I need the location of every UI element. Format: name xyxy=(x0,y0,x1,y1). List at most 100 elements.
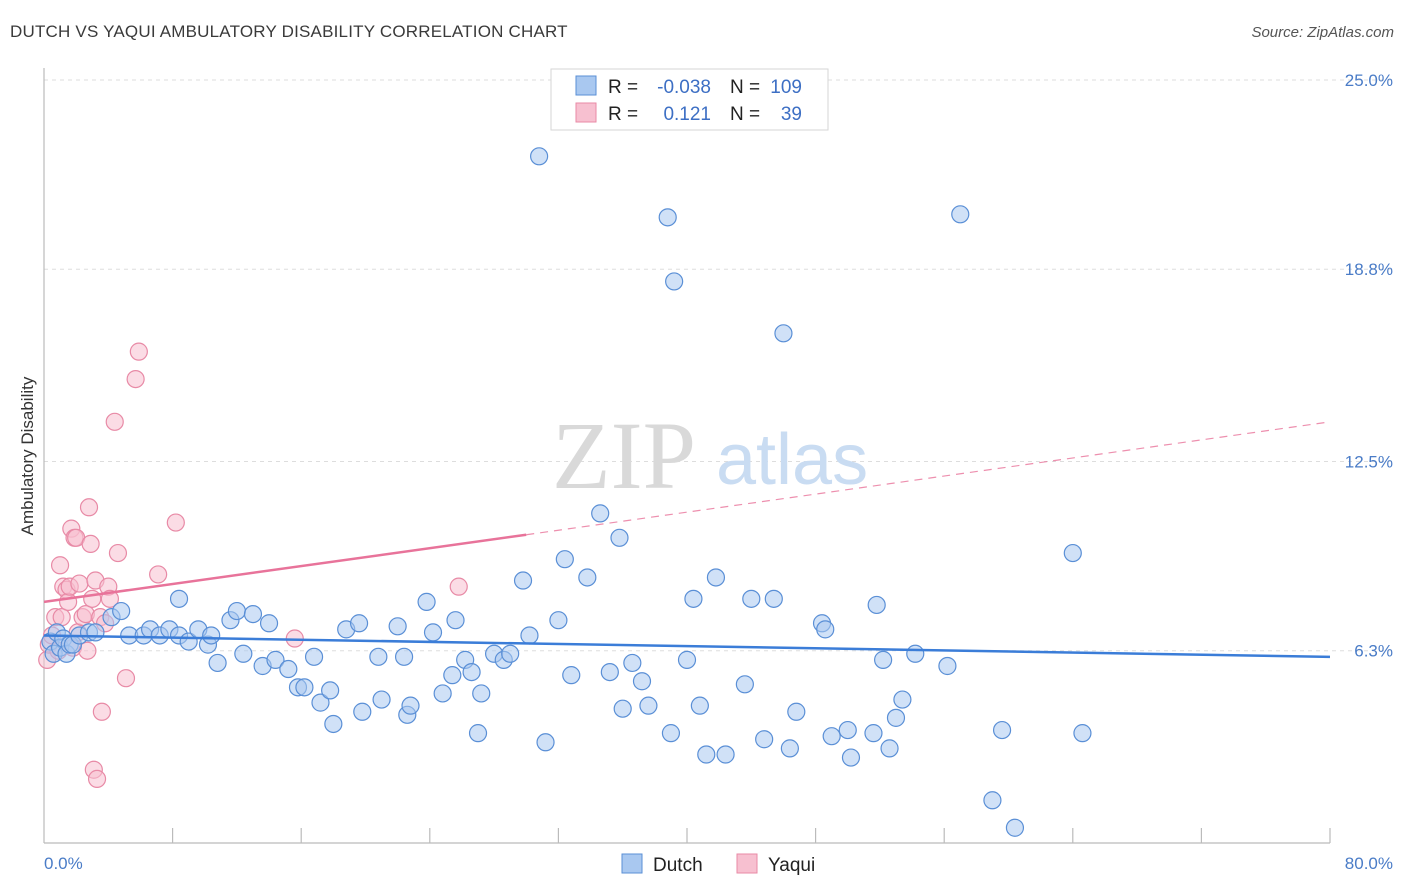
bottom-legend-yaqui-swatch xyxy=(736,853,758,874)
dutch-point xyxy=(227,601,246,621)
y-tick-labels: 6.3% 12.5% 18.8% 25.0% xyxy=(1345,71,1393,661)
dutch-point xyxy=(787,702,806,721)
dutch-point xyxy=(472,684,491,703)
legend-yaqui-n-value: 39 xyxy=(781,104,802,125)
dutch-point xyxy=(632,672,652,691)
bottom-legend-dutch-label: Dutch xyxy=(653,855,703,876)
dutch-point xyxy=(555,550,574,569)
yaqui-point xyxy=(149,565,168,584)
dutch-trend-line xyxy=(43,634,1331,659)
dutch-point xyxy=(841,748,861,767)
dutch-point xyxy=(661,724,681,743)
dutch-point xyxy=(706,568,726,587)
dutch-point xyxy=(501,644,520,663)
dutch-point xyxy=(446,611,465,630)
dutch-point xyxy=(369,647,388,666)
dutch-point xyxy=(401,696,420,715)
dutch-point xyxy=(578,568,597,587)
dutch-point xyxy=(906,644,925,663)
dutch-point xyxy=(780,739,799,758)
dutch-point xyxy=(536,733,555,752)
dutch-point xyxy=(684,589,703,608)
dutch-point xyxy=(259,614,279,633)
dutch-point xyxy=(372,690,391,709)
yaqui-point xyxy=(166,513,185,532)
dutch-point xyxy=(324,714,343,734)
dutch-point xyxy=(417,592,436,611)
x-tick-label-max: 80.0% xyxy=(1345,854,1393,873)
dutch-point xyxy=(1073,724,1092,743)
dutch-point xyxy=(591,504,610,523)
yaqui-point xyxy=(79,498,99,517)
dutch-point xyxy=(462,662,481,682)
dutch-point xyxy=(867,595,886,615)
x-ticks xyxy=(172,828,1331,843)
dutch-point xyxy=(677,650,697,669)
dutch-point xyxy=(234,644,253,663)
dutch-point xyxy=(279,659,298,679)
dutch-point xyxy=(530,147,549,166)
legend-top: R = -0.038 N = 109 R = 0.121 N = 39 xyxy=(550,68,829,131)
dutch-point xyxy=(893,690,912,709)
yaqui-point xyxy=(87,769,107,789)
dutch-point xyxy=(983,791,1002,810)
yaqui-point xyxy=(100,589,120,608)
yaqui-point xyxy=(92,702,111,721)
yaqui-point xyxy=(126,369,145,389)
dutch-point xyxy=(610,528,629,547)
yaqui-point xyxy=(50,556,70,575)
dutch-point xyxy=(443,666,462,685)
yaqui-point xyxy=(116,669,136,688)
legend-yaqui-n-label: N = xyxy=(730,104,760,125)
dutch-point xyxy=(874,650,893,669)
dutch-point xyxy=(1005,818,1025,837)
dutch-point xyxy=(266,650,285,669)
legend-yaqui-r-value: 0.121 xyxy=(663,104,711,125)
dutch-point xyxy=(468,724,488,743)
dutch-point xyxy=(311,693,330,712)
legend-dutch-r-label: R = xyxy=(608,77,638,98)
dutch-point xyxy=(520,626,539,645)
dutch-point xyxy=(774,324,793,343)
source-label: Source: ZipAtlas.com xyxy=(1251,24,1394,41)
dutch-point xyxy=(388,617,407,636)
watermark: ZIP atlas xyxy=(552,402,868,509)
yaqui-point xyxy=(83,589,102,608)
y-tick-label: 6.3% xyxy=(1354,642,1393,661)
yaqui-point xyxy=(70,574,89,593)
yaqui-trend-line-extended xyxy=(526,421,1331,536)
dutch-point xyxy=(886,708,906,727)
dutch-point xyxy=(822,727,841,746)
dutch-point xyxy=(665,272,684,291)
yaqui-point xyxy=(129,342,148,361)
legend-bottom: Dutch Yaqui xyxy=(621,853,815,876)
dutch-point xyxy=(349,614,369,633)
dutch-point xyxy=(992,720,1012,740)
yaqui-point xyxy=(108,543,128,563)
y-axis-label: Ambulatory Disability xyxy=(18,376,37,535)
dutch-point xyxy=(304,647,324,666)
dutch-point xyxy=(690,696,709,715)
dutch-point xyxy=(169,589,189,608)
grid-lines xyxy=(44,79,1395,652)
bottom-legend-dutch-swatch xyxy=(621,853,643,874)
watermark-zip: ZIP xyxy=(552,402,696,509)
dutch-point xyxy=(716,745,735,764)
legend-yaqui-r-label: R = xyxy=(608,104,638,125)
dutch-point xyxy=(639,696,658,715)
dutch-point xyxy=(613,699,632,718)
yaqui-point xyxy=(59,592,78,611)
yaqui-point xyxy=(52,608,71,627)
dutch-point xyxy=(513,571,533,590)
dutch-point xyxy=(1063,543,1082,563)
dutch-point xyxy=(697,745,716,764)
dutch-point xyxy=(295,678,314,697)
dutch-point xyxy=(838,720,857,740)
dutch-point xyxy=(623,653,642,673)
y-tick-label: 18.8% xyxy=(1345,260,1393,279)
legend-yaqui-swatch xyxy=(575,102,597,123)
dutch-point xyxy=(764,589,783,608)
dutch-point xyxy=(816,620,835,639)
yaqui-point xyxy=(449,577,468,596)
y-tick-label: 25.0% xyxy=(1345,71,1393,90)
